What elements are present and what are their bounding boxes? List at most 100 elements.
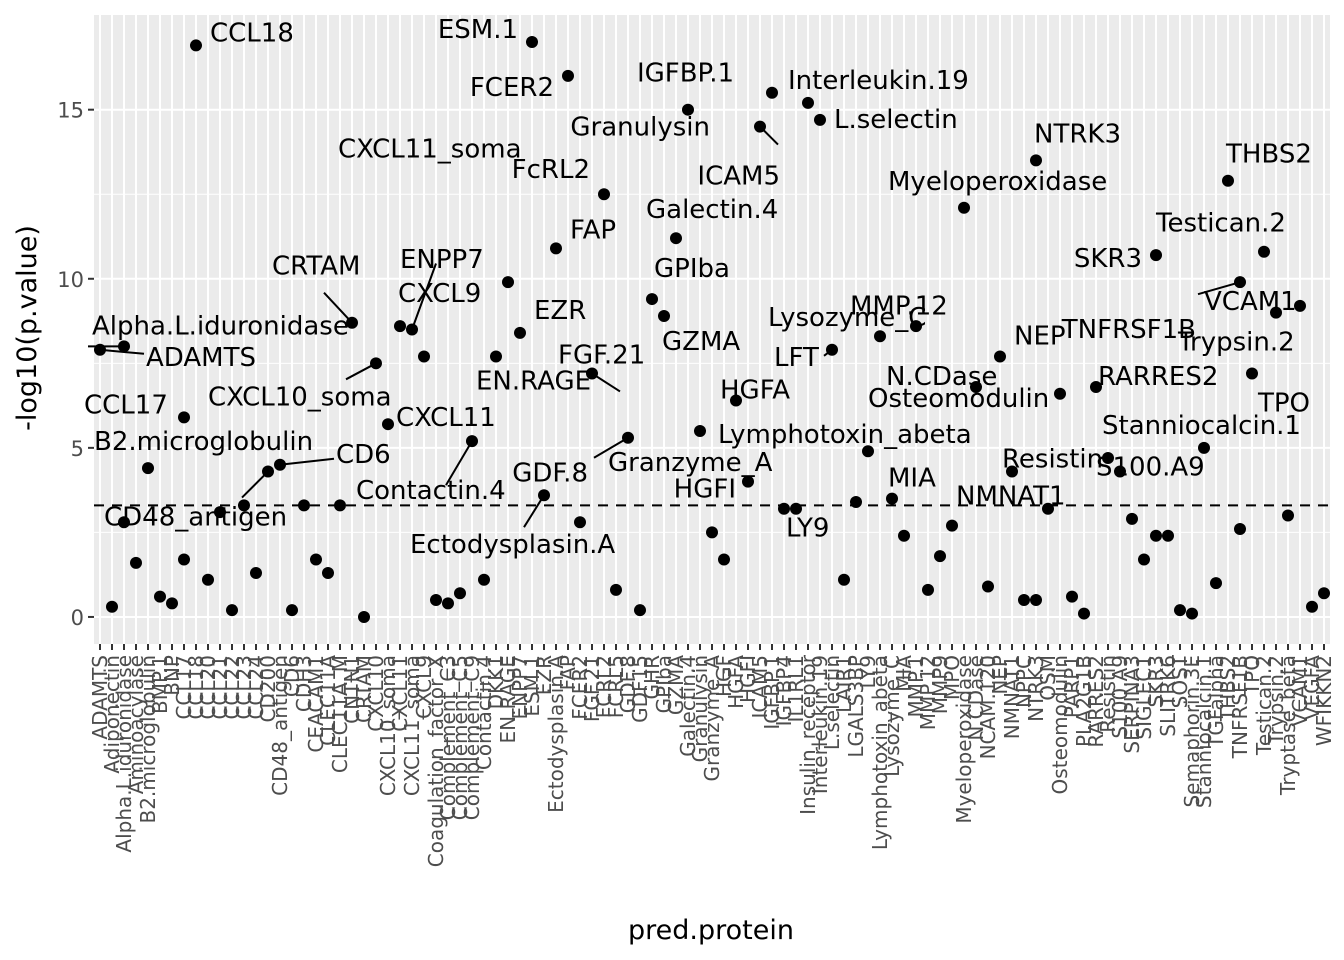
point-label: CD6 (336, 440, 391, 470)
data-point (118, 340, 130, 353)
label-leader-line (523, 494, 545, 528)
data-point (658, 309, 670, 322)
point-label: Ectodysplasin.A (410, 530, 615, 560)
x-tick-label: Contactin.4 (472, 655, 496, 770)
x-tick-label: CCL23 (232, 655, 256, 720)
data-point (1090, 380, 1102, 393)
point-label: TPO (1257, 388, 1310, 418)
data-point (214, 506, 226, 519)
point-label: MMP.12 (850, 291, 948, 321)
data-point (622, 431, 634, 444)
data-point (982, 580, 994, 593)
x-tick-label: THBS2 (1216, 655, 1240, 722)
data-point (958, 201, 970, 214)
data-point (1282, 509, 1294, 522)
x-tick-label: CCL22 (220, 655, 244, 720)
data-point (514, 326, 526, 339)
data-point (1246, 367, 1258, 380)
x-tick-label: GZMA (664, 655, 688, 715)
x-tick-label: TNFRSF1B (1228, 655, 1252, 759)
data-point (874, 330, 886, 343)
x-tick-label: Resistin (1096, 655, 1120, 733)
point-label: CD48_antigen (104, 503, 287, 533)
data-point (238, 499, 250, 512)
x-tick-label: CCL21 (208, 655, 232, 720)
data-point (802, 96, 814, 109)
x-tick-label: CNTN1 (340, 655, 364, 724)
x-tick-label: PLA2G1B (1072, 655, 1096, 747)
x-tick-label: MPO (940, 655, 964, 700)
data-point (202, 573, 214, 586)
point-label: EZR (534, 296, 586, 326)
x-tick-label: Complement_C3 (436, 655, 460, 820)
x-tick-label: CD6 (280, 655, 304, 697)
point-label: Granzyme_A (608, 448, 773, 478)
x-tick-label: NEP (988, 655, 1012, 695)
point-label: HGFA (720, 376, 790, 406)
data-point (334, 499, 346, 512)
data-point (1126, 512, 1138, 525)
data-point (262, 465, 274, 478)
data-point (790, 502, 802, 515)
label-leader-line (323, 292, 353, 324)
x-tick-label: Stanniocalcin.1 (1192, 655, 1216, 808)
data-point (1306, 600, 1318, 613)
data-point (310, 553, 322, 566)
point-label: ESM.1 (438, 15, 518, 45)
y-tick-label: 0 (71, 606, 84, 630)
x-tick-label: FGF.21 (580, 655, 604, 722)
point-label: S100.A9 (1096, 453, 1205, 483)
label-leader-line (279, 457, 335, 466)
data-point (130, 556, 142, 569)
x-tick-label: Osteomodulin (1048, 655, 1072, 794)
x-tick-label: SERPINA3 (1120, 655, 1144, 754)
y-tick-label: 15 (57, 99, 84, 123)
x-tick-label: ESM.1 (520, 655, 544, 717)
x-tick-label: FCRL2 (592, 655, 616, 718)
data-point (1054, 387, 1066, 400)
y-tick-label: 5 (71, 437, 84, 461)
data-point (694, 424, 706, 437)
x-tick-label: Alpha.L.iduronidase (112, 655, 136, 853)
data-point (370, 357, 382, 370)
data-point (418, 350, 430, 363)
data-point (142, 462, 154, 475)
x-tick-label: GHR (640, 655, 664, 700)
point-label: ADAMTS (146, 343, 256, 373)
data-point (1030, 594, 1042, 607)
x-tick-label: EN.RAGE (496, 655, 520, 744)
point-label: Galectin.4 (646, 195, 778, 225)
x-tick-label: Tryptase_beta (1276, 655, 1300, 796)
data-point (1198, 441, 1210, 454)
x-tick-label: CXCL11_soma (400, 655, 424, 796)
x-tick-label: LGALS3BP (844, 655, 868, 758)
data-point (1294, 299, 1306, 312)
data-point (250, 566, 262, 579)
data-point (226, 604, 238, 617)
x-tick-label: Galectin.4 (676, 655, 700, 757)
data-point (1174, 604, 1186, 617)
data-point (670, 232, 682, 245)
data-point (730, 394, 742, 407)
y-axis-title: -log10(p.value) (12, 225, 43, 431)
data-point (754, 120, 766, 133)
data-point (922, 583, 934, 596)
data-point (502, 276, 514, 289)
x-tick-label: CXCL9 (412, 655, 436, 719)
data-points (94, 36, 1330, 623)
point-label: Trypsin.2 (1177, 328, 1295, 358)
label-leader-line (593, 436, 629, 459)
x-tick-label: Semaphorin.3E (1180, 655, 1204, 808)
data-point (1234, 523, 1246, 536)
grid-lines (94, 15, 1330, 644)
point-label: THBS2 (1225, 140, 1312, 170)
x-tick-label: WFIKKN2 (1312, 655, 1336, 746)
x-tick-label: GDF.8 (616, 655, 640, 713)
x-tick-label: Lymphotoxin_abeta (868, 655, 892, 850)
point-label: Testican.2 (1155, 209, 1286, 239)
data-point (490, 350, 502, 363)
data-point (838, 573, 850, 586)
data-point (550, 242, 562, 255)
point-label: NEP (1014, 322, 1066, 352)
x-tick-label: SIGLEC1 (1132, 655, 1156, 740)
